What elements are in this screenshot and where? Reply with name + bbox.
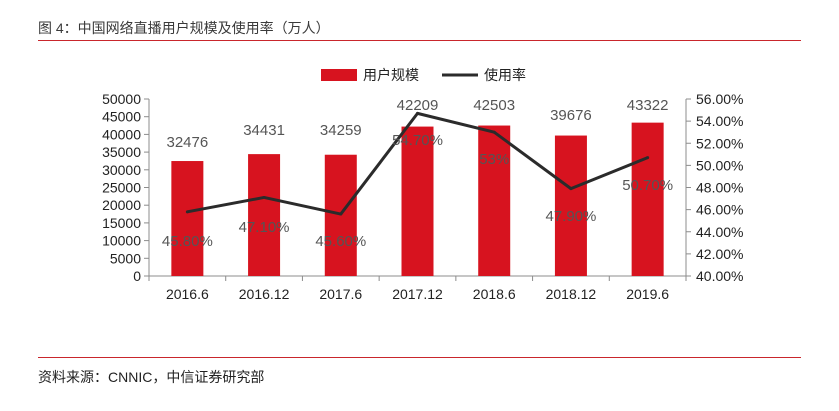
chart-legend: 用户规模 使用率 (321, 67, 526, 83)
legend-label-usage-rate: 使用率 (484, 67, 526, 83)
line-value-label: 53% (479, 151, 509, 168)
line-value-label: 47.90% (545, 208, 596, 225)
line-value-label: 54.70% (392, 132, 443, 149)
bar (631, 122, 664, 276)
bar (248, 154, 281, 276)
y-left-tick-label: 45000 (102, 109, 141, 125)
x-tick-label: 2016.12 (239, 286, 290, 302)
line-value-label: 50.70% (622, 177, 673, 194)
y-left-tick-label: 20000 (102, 197, 141, 213)
bar-value-label: 34259 (320, 122, 362, 139)
y-right-tick-label: 46.00% (696, 202, 743, 218)
bar-value-label: 43322 (627, 97, 669, 114)
y-right-tick-label: 56.00% (696, 91, 743, 107)
y-left-tick-label: 50000 (102, 91, 141, 107)
legend-bar-swatch (321, 69, 357, 81)
y-left-tick-label: 10000 (102, 233, 141, 249)
line-value-label: 45.80% (162, 233, 213, 250)
y-left-tick-label: 0 (133, 268, 141, 284)
y-right-tick-label: 54.00% (696, 113, 743, 129)
y-left-tick-label: 40000 (102, 126, 141, 142)
bar-value-label: 42503 (473, 97, 515, 114)
bar (171, 161, 204, 276)
x-tick-label: 2019.6 (626, 286, 669, 302)
bar (478, 125, 511, 276)
figure-title: 图 4：中国网络直播用户规模及使用率（万人） (38, 20, 330, 36)
y-right-tick-label: 48.00% (696, 180, 743, 196)
y-left-tick-label: 25000 (102, 180, 141, 196)
x-tick-label: 2016.6 (166, 286, 209, 302)
source-note: 资料来源：CNNIC，中信证券研究部 (38, 369, 265, 385)
y-right-tick-label: 42.00% (696, 246, 743, 262)
y-right-tick-label: 44.00% (696, 224, 743, 240)
bar-value-label: 42209 (397, 97, 439, 114)
line-value-label: 47.10% (239, 219, 290, 236)
bar (554, 135, 587, 276)
line-point (339, 212, 343, 216)
y-right-tick-label: 40.00% (696, 268, 743, 284)
x-tick-label: 2017.12 (392, 286, 443, 302)
bottom-divider (38, 357, 801, 358)
y-right-tick-label: 50.00% (696, 157, 743, 173)
line-point (646, 156, 650, 160)
bar-value-label: 39676 (550, 107, 592, 124)
y-left-tick-label: 15000 (102, 215, 141, 231)
line-value-labels: 45.80% 47.10% 45.60% 54.70% 53% 47.90% 50.70% (162, 132, 673, 250)
bar-value-label: 32476 (166, 134, 208, 151)
bar-value-labels: 32476 34431 34259 42209 42503 39676 43322 (166, 97, 668, 151)
x-tick-label: 2018.12 (546, 286, 597, 302)
bar-value-label: 34431 (243, 122, 285, 139)
line-point (416, 111, 419, 115)
bar-series-user-scale (171, 122, 664, 276)
legend-label-user-scale: 用户规模 (363, 67, 419, 83)
y-left-tick-label: 35000 (102, 144, 141, 160)
line-point (185, 210, 189, 214)
x-tick-label: 2017.6 (319, 286, 362, 302)
line-point (569, 187, 573, 191)
line-value-label: 45.60% (315, 233, 366, 250)
line-point (262, 195, 266, 199)
x-tick-label: 2018.6 (473, 286, 516, 302)
line-point (492, 130, 496, 134)
top-divider (38, 40, 801, 41)
bar (401, 126, 434, 276)
y-left-tick-label: 5000 (110, 250, 141, 266)
y-right-tick-label: 52.00% (696, 135, 743, 151)
y-left-tick-label: 30000 (102, 162, 141, 178)
line-series-usage-rate (185, 111, 650, 216)
